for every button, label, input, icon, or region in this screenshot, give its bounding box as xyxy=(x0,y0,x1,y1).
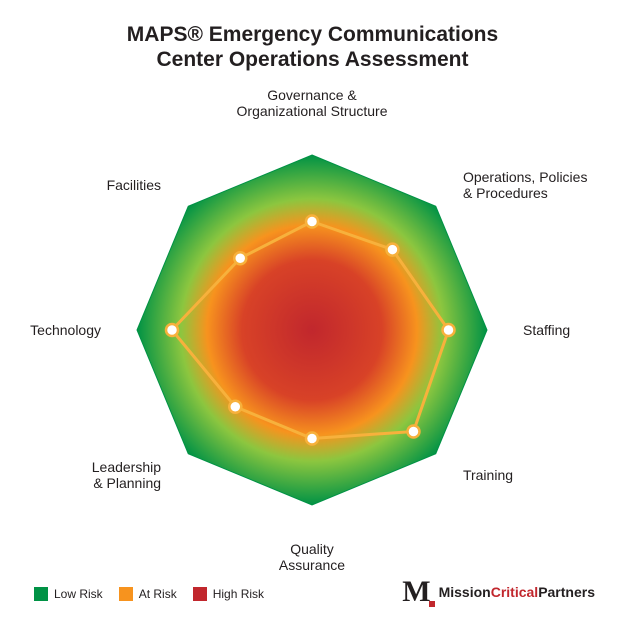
legend-item-high: High Risk xyxy=(193,587,264,601)
axis-label: Operations, Policies& Procedures xyxy=(463,169,623,201)
axis-label: Training xyxy=(463,467,623,483)
brand-word2: Critical xyxy=(491,584,538,600)
legend-label-at: At Risk xyxy=(139,587,177,601)
axis-label: Staffing xyxy=(523,322,625,338)
legend-swatch-at xyxy=(119,587,133,601)
brand-dot-icon xyxy=(429,601,435,607)
legend-label-low: Low Risk xyxy=(54,587,103,601)
legend-swatch-high xyxy=(193,587,207,601)
legend-item-low: Low Risk xyxy=(34,587,103,601)
legend-swatch-low xyxy=(34,587,48,601)
axis-label: Technology xyxy=(0,322,101,338)
brand-logo: M MissionCriticalPartners xyxy=(402,577,595,607)
brand-text: MissionCriticalPartners xyxy=(439,584,595,600)
brand-word3: Partners xyxy=(538,584,595,600)
axis-label: Leadership& Planning xyxy=(1,459,161,491)
axis-label: Facilities xyxy=(1,177,161,193)
axis-label: QualityAssurance xyxy=(232,541,392,573)
legend: Low Risk At Risk High Risk xyxy=(34,587,264,601)
legend-item-at: At Risk xyxy=(119,587,177,601)
brand-word1: Mission xyxy=(439,584,491,600)
axis-label: Governance &Organizational Structure xyxy=(232,87,392,119)
brand-m-icon: M xyxy=(402,577,430,607)
legend-label-high: High Risk xyxy=(213,587,264,601)
